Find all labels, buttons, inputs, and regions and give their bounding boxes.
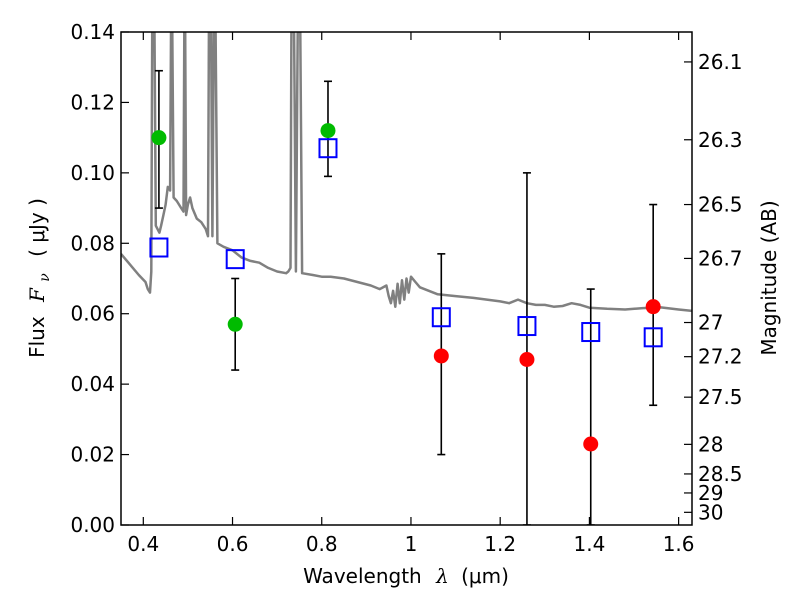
plot-frame xyxy=(120,31,693,526)
x-tick-label: 1 xyxy=(405,532,418,556)
y2-tick-label: 26.1 xyxy=(698,50,743,74)
y-axis-label-subscript: ν xyxy=(37,273,53,282)
y2-tick-label: 26.5 xyxy=(698,193,743,217)
red-data-point xyxy=(433,348,449,364)
x-axis-label-unit: (μm) xyxy=(461,564,509,588)
model-photometry-square xyxy=(225,249,245,270)
red-data-point xyxy=(519,351,535,367)
red-data-point xyxy=(645,299,661,315)
y-tick-label: 0.10 xyxy=(70,161,115,185)
plot-inner xyxy=(121,32,692,525)
y2-tick-label: 26.3 xyxy=(698,128,743,152)
model-photometry-square xyxy=(581,322,601,343)
x-axis-label-symbol: λ xyxy=(435,564,449,588)
y2-tick-label: 28.5 xyxy=(698,462,743,486)
x-tick-label: 0.6 xyxy=(217,532,249,556)
y-axis-label-unit: ( μJy ) xyxy=(25,198,49,257)
y-tick-label: 0.14 xyxy=(70,20,115,44)
model-spectrum-line xyxy=(121,32,692,313)
y-axis-label-text: Flux xyxy=(25,316,49,358)
y-tick-label: 0.04 xyxy=(70,372,115,396)
y2-tick-label: 27.2 xyxy=(698,345,743,369)
x-tick-label: 1.2 xyxy=(484,532,516,556)
y-tick-label: 0.08 xyxy=(70,231,115,255)
y2-tick-label: 27.5 xyxy=(698,385,743,409)
y2-tick-label: 28 xyxy=(698,432,723,456)
y-tick-label: 0.06 xyxy=(70,302,115,326)
x-axis-label-text: Wavelength xyxy=(303,564,422,588)
y-tick-label: 0.12 xyxy=(70,90,115,114)
green-data-point xyxy=(151,130,167,146)
y2-axis-label: Magnitude (AB) xyxy=(757,200,781,355)
y2-tick-label: 27 xyxy=(698,311,723,335)
x-tick-label: 0.8 xyxy=(306,532,338,556)
axes: 0.4 0.6 0.8 1 1.2 1.4 1.6 0.00 0.02 0.04 0.06 0.08 0… xyxy=(70,20,742,556)
x-tick-label: 1.6 xyxy=(663,532,695,556)
y2-tick-label: 26.7 xyxy=(698,246,743,270)
x-tick-label: 0.4 xyxy=(127,532,159,556)
y2-tick-label: 30 xyxy=(698,500,723,524)
model-photometry-square xyxy=(431,307,451,328)
red-data-point xyxy=(583,436,599,452)
green-data-point xyxy=(320,123,336,139)
y2-tick-label: 29 xyxy=(698,481,723,505)
model-photometry-square xyxy=(517,316,537,337)
x-tick-label: 1.4 xyxy=(573,532,605,556)
model-photometry-square xyxy=(149,237,169,258)
x-axis-label: Wavelength λ (μm) xyxy=(303,564,509,588)
green-data-point xyxy=(227,316,243,332)
y-tick-label: 0.00 xyxy=(70,513,115,537)
model-photometry-square xyxy=(318,138,338,159)
y-axis-label-symbol: F xyxy=(25,287,49,303)
model-photometry-square xyxy=(643,327,663,348)
y-tick-label: 0.02 xyxy=(70,443,115,467)
y-axis-label: Flux F ν ( μJy ) xyxy=(25,198,54,358)
plot-area xyxy=(121,32,692,525)
